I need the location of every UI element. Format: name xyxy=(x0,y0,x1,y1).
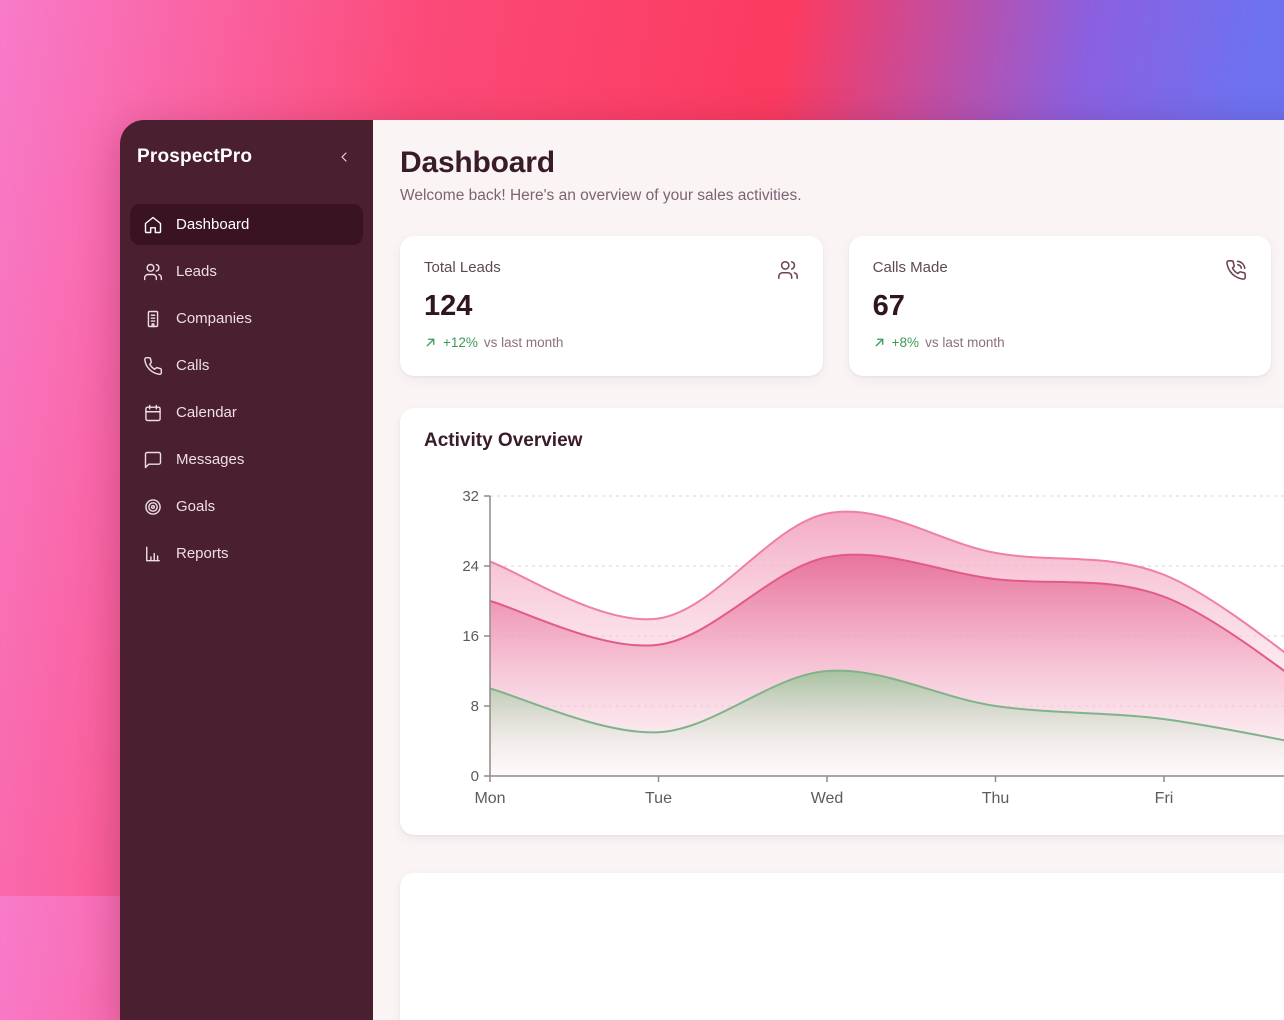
stat-change: +8% vs last month xyxy=(873,335,1248,350)
stat-change: +12% vs last month xyxy=(424,335,799,350)
app-window: ProspectPro Dashboard Leads xyxy=(120,120,1284,1020)
sidebar-header: ProspectPro xyxy=(120,120,373,168)
phone-call-icon xyxy=(1225,259,1247,281)
stat-value: 67 xyxy=(872,290,905,322)
line-band-green xyxy=(489,669,1284,742)
building-icon xyxy=(143,309,163,329)
trend-up-icon xyxy=(424,336,437,349)
svg-text:32: 32 xyxy=(462,488,479,505)
sidebar-item-messages[interactable]: Messages xyxy=(130,439,363,480)
stat-card-total-leads: Total Leads 124 +12% vs last month xyxy=(400,236,823,376)
users-icon xyxy=(777,259,799,281)
sidebar-item-calendar[interactable]: Calendar xyxy=(130,392,363,433)
svg-text:Tue: Tue xyxy=(645,790,672,807)
partial-card xyxy=(400,873,1284,1020)
svg-text:24: 24 xyxy=(462,558,479,575)
stats-grid: Total Leads 124 +12% vs last month Calls xyxy=(400,236,1284,376)
stat-change-suffix: vs last month xyxy=(483,335,564,350)
sidebar-item-label: Dashboard xyxy=(176,216,250,233)
activity-chart-svg: 0 8 16 24 32 Mon Tue Wed Thu Fri xyxy=(462,488,1284,807)
svg-text:8: 8 xyxy=(471,698,479,715)
main-content: Dashboard Welcome back! Here's an overvi… xyxy=(373,120,1284,1020)
page-subtitle: Welcome back! Here's an overview of your… xyxy=(400,187,802,204)
stat-change-suffix: vs last month xyxy=(925,335,1005,350)
stat-value: 124 xyxy=(424,290,473,322)
page-title: Dashboard xyxy=(400,146,555,179)
sidebar-item-leads[interactable]: Leads xyxy=(130,251,363,292)
sidebar-item-reports[interactable]: Reports xyxy=(130,533,363,574)
home-icon xyxy=(143,215,163,235)
sidebar-item-label: Calendar xyxy=(176,404,237,421)
activity-chart: 0 8 16 24 32 Mon Tue Wed Thu Fri xyxy=(424,466,1284,816)
line-band-outer-pink xyxy=(489,510,1284,654)
sidebar-item-label: Companies xyxy=(176,310,252,327)
svg-text:Fri: Fri xyxy=(1155,790,1174,807)
app-logo: ProspectPro xyxy=(137,146,253,167)
sidebar-item-label: Goals xyxy=(176,498,216,515)
sidebar-item-companies[interactable]: Companies xyxy=(130,298,363,339)
sidebar-item-dashboard[interactable]: Dashboard xyxy=(130,204,363,245)
svg-text:Wed: Wed xyxy=(811,790,844,807)
trend-up-icon xyxy=(873,336,886,349)
stat-label: Calls Made xyxy=(872,259,948,276)
sidebar-item-goals[interactable]: Goals xyxy=(130,486,363,527)
area-band-green xyxy=(490,670,1284,776)
message-icon xyxy=(143,450,163,470)
sidebar-collapse-button[interactable] xyxy=(333,146,355,168)
sidebar-item-label: Leads xyxy=(176,263,217,280)
users-icon xyxy=(143,262,163,282)
target-icon xyxy=(143,497,163,517)
activity-overview-card: Activity Overview 0 8 16 24 32 Mon Tue Wed Thu Fr… xyxy=(400,408,1284,835)
stat-change-percent: +12% xyxy=(443,335,478,350)
sidebar-item-label: Reports xyxy=(176,545,229,562)
sidebar-item-label: Messages xyxy=(176,451,245,468)
sidebar: ProspectPro Dashboard Leads xyxy=(120,120,373,1020)
phone-icon xyxy=(143,356,163,376)
stat-label: Total Leads xyxy=(424,259,501,276)
sidebar-item-calls[interactable]: Calls xyxy=(130,345,363,386)
svg-text:Thu: Thu xyxy=(982,790,1010,807)
sidebar-nav: Dashboard Leads Companies Calls xyxy=(120,204,373,574)
svg-text:Mon: Mon xyxy=(474,790,505,807)
bar-chart-icon xyxy=(143,544,163,564)
stat-card-calls-made: Calls Made 67 +8% vs last month xyxy=(848,236,1272,376)
stat-change-percent: +8% xyxy=(891,335,920,350)
svg-text:0: 0 xyxy=(471,768,479,785)
calendar-icon xyxy=(143,403,163,423)
chevron-left-icon xyxy=(336,149,352,165)
line-band-inner-pink xyxy=(489,553,1284,672)
chart-title: Activity Overview xyxy=(424,430,583,451)
svg-text:16: 16 xyxy=(462,628,479,645)
sidebar-item-label: Calls xyxy=(176,357,210,374)
